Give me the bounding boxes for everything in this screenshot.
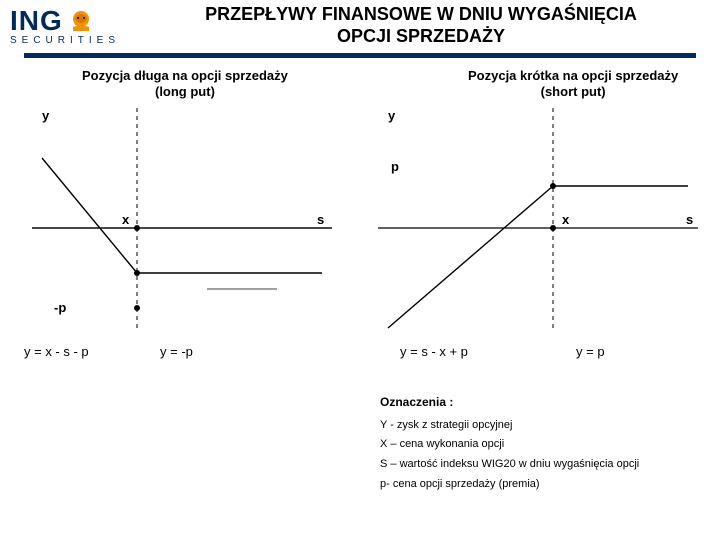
chart-left-title: Pozycja długa na opcji sprzedaży (long p… [82, 68, 288, 99]
lion-icon [67, 7, 95, 35]
title-line1: PRZEPŁYWY FINANSOWE W DNIU WYGAŚNIĘCIA [132, 4, 710, 26]
lbl-eq1: y = x - s - p [24, 344, 89, 359]
legend: Oznaczenia : Y - zysk z strategii opcyjn… [380, 392, 639, 495]
lbl-eq1: y = s - x + p [400, 344, 468, 359]
lbl-y: y [42, 108, 50, 123]
lbl-s: s [317, 212, 324, 227]
lbl-minus-p: -p [54, 300, 66, 315]
logo: ING SECURITIES [10, 5, 120, 46]
lbl-p: p [391, 159, 399, 174]
chart-long-put: Pozycja długa na opcji sprzedaży (long p… [12, 68, 358, 368]
lbl-eq2: y = -p [160, 344, 193, 359]
legend-l2: X – cena wykonania opcji [380, 435, 639, 455]
chart-short-put: Pozycja krótka na opcji sprzedaży (short… [358, 68, 708, 368]
chart-left-svg: y x s -p y = x - s - p y = -p [12, 68, 352, 368]
legend-l3: S – wartość indeksu WIG20 w dniu wygaśni… [380, 455, 639, 475]
chart-right-svg: y p x s y = s - x + p y = p [358, 68, 708, 368]
title-line2: OPCJI SPRZEDAŻY [132, 26, 710, 48]
legend-head: Oznaczenia : [380, 392, 639, 414]
lbl-eq2: y = p [576, 344, 605, 359]
lbl-x: x [562, 212, 570, 227]
header: ING SECURITIES PRZEPŁYWY FINANSOWE W DNI… [0, 0, 720, 47]
lbl-y: y [388, 108, 396, 123]
legend-l4: p- cena opcji sprzedaży (premia) [380, 475, 639, 495]
charts-row: Pozycja długa na opcji sprzedaży (long p… [0, 58, 720, 368]
logo-sub: SECURITIES [10, 35, 120, 46]
lbl-x: x [122, 212, 130, 227]
chart-right-title: Pozycja krótka na opcji sprzedaży (short… [468, 68, 678, 99]
page-title: PRZEPŁYWY FINANSOWE W DNIU WYGAŚNIĘCIA O… [132, 4, 710, 47]
logo-text: ING [10, 5, 63, 37]
lbl-s: s [686, 212, 693, 227]
legend-l1: Y - zysk z strategii opcyjnej [380, 416, 639, 436]
